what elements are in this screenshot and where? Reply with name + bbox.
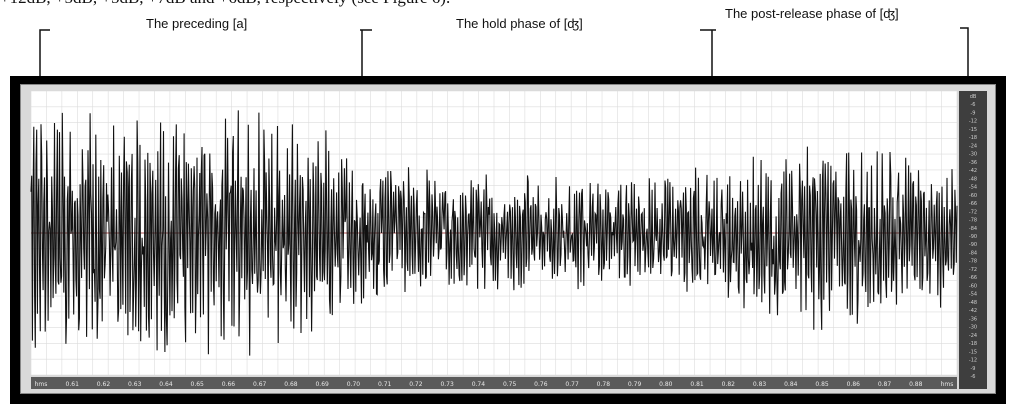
db-scale-label: -84	[969, 250, 977, 256]
db-scale-label: -72	[969, 209, 977, 215]
db-scale-label: -90	[969, 242, 977, 248]
time-tick-label: 0.67	[253, 381, 267, 388]
db-scale-label: -42	[969, 168, 977, 174]
time-tick-label: 0.76	[534, 381, 548, 388]
time-tick-label: hms	[35, 381, 48, 388]
time-tick-label: 0.73	[440, 381, 454, 388]
db-scale-label: -66	[969, 201, 977, 207]
time-tick-label: hms	[941, 381, 954, 388]
db-scale-label: -18	[969, 135, 977, 141]
db-scale-label: -15	[969, 127, 977, 133]
db-scale-label: -78	[969, 218, 977, 224]
time-tick-label: 0.64	[159, 381, 173, 388]
annotation-bracket	[39, 29, 50, 52]
time-tick-label: 0.88	[909, 381, 923, 388]
annotation-label-preceding-a: The preceding [a]	[146, 16, 248, 31]
time-tick-label: 0.86	[847, 381, 861, 388]
db-scale-label: -9	[971, 110, 976, 116]
db-scale-label: -60	[969, 283, 977, 289]
time-tick-label: 0.63	[128, 381, 142, 388]
db-scale-label: -24	[969, 333, 977, 339]
db-scale-label: -12	[969, 119, 977, 125]
db-scale-label: -48	[969, 176, 977, 182]
time-tick-label: 0.85	[815, 381, 829, 388]
db-scale-label: -36	[969, 316, 977, 322]
db-scale-label: -15	[969, 349, 977, 355]
annotation-label-post-release-phase: The post-release phase of [ʤ]	[725, 6, 899, 21]
db-scale-label: -60	[969, 193, 977, 199]
time-tick-label: 0.83	[753, 381, 767, 388]
time-tick-label: 0.78	[597, 381, 611, 388]
db-scale-label: -54	[969, 185, 977, 191]
db-scale-label: -30	[969, 152, 977, 158]
time-tick-label: 0.84	[784, 381, 798, 388]
db-scale-label: -30	[969, 325, 977, 331]
db-scale-label: -36	[969, 160, 977, 166]
time-tick-label: 0.62	[97, 381, 111, 388]
waveform-trace	[30, 110, 958, 356]
db-scale-label: dB	[970, 94, 977, 100]
time-tick-label: 0.75	[503, 381, 517, 388]
annotation-bracket	[960, 27, 969, 50]
db-scale-label: -84	[969, 226, 977, 232]
time-tick-label: 0.68	[284, 381, 298, 388]
time-tick-label: 0.69	[315, 381, 329, 388]
db-scale-label: -24	[969, 143, 977, 149]
db-scale-label: -54	[969, 292, 977, 298]
annotation-label-hold-phase: The hold phase of [ʤ]	[456, 16, 583, 31]
time-ruler	[31, 377, 957, 389]
db-scale-label: -78	[969, 259, 977, 265]
db-scale-label: -6	[971, 374, 976, 380]
db-scale	[959, 91, 987, 389]
db-scale-label: -90	[969, 234, 977, 240]
time-tick-label: 0.74	[472, 381, 486, 388]
waveform-plot: hms 0.61 0.62 0.63 0.64 0.65 0.66 0.67 0.68 0.69 0…	[30, 90, 987, 389]
time-tick-label: 0.70	[347, 381, 361, 388]
time-tick-label: 0.65	[191, 381, 205, 388]
db-scale-label: -66	[969, 275, 977, 281]
db-scale-label: -48	[969, 300, 977, 306]
db-scale-label: -6	[971, 102, 976, 108]
time-tick-label: 0.82	[722, 381, 736, 388]
waveform-panel: hms 0.61 0.62 0.63 0.64 0.65 0.66 0.67 0.68 0.69 0…	[20, 84, 996, 394]
time-tick-label: 0.87	[878, 381, 892, 388]
caption-text: +12dB, +5dB, +5dB, +7dB and +6dB, respec…	[0, 0, 1019, 8]
time-tick-label: 0.80	[659, 381, 673, 388]
time-tick-label: 0.72	[409, 381, 423, 388]
db-scale-label: -9	[971, 366, 976, 372]
time-tick-label: 0.71	[378, 381, 392, 388]
db-scale-label: -12	[969, 358, 977, 364]
db-scale-label: -42	[969, 308, 977, 314]
time-tick-label: 0.61	[66, 381, 80, 388]
time-tick-label: 0.79	[628, 381, 642, 388]
time-tick-label: 0.66	[222, 381, 236, 388]
db-scale-label: -72	[969, 267, 977, 273]
time-tick-label: 0.77	[565, 381, 579, 388]
db-scale-label: -18	[969, 341, 977, 347]
time-tick-label: 0.81	[690, 381, 704, 388]
waveform-figure-frame: hms 0.61 0.62 0.63 0.64 0.65 0.66 0.67 0.68 0.69 0…	[10, 76, 1006, 404]
